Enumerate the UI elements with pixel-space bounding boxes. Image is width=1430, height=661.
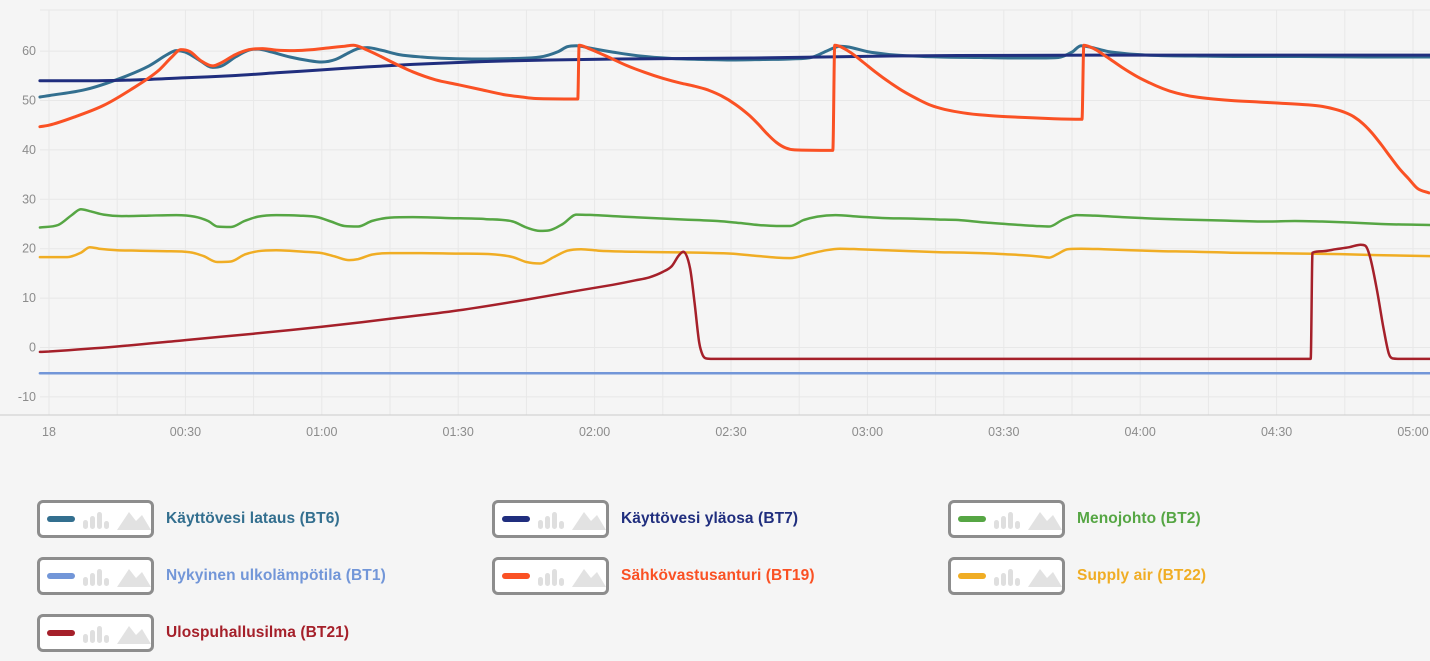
- line-style-icon: [958, 573, 986, 579]
- legend-item-bt21: Ulospuhallusilma (BT21): [37, 614, 492, 652]
- line-style-icon: [47, 516, 75, 522]
- temperature-chart: 60 50 40 30 20 10 0 -10 18 00:30 01:00 01:30 02:00 02…: [0, 0, 1430, 460]
- line-style-icon: [502, 573, 530, 579]
- series-toggle-button[interactable]: [492, 557, 609, 595]
- series-toggle-button[interactable]: [948, 557, 1065, 595]
- series-line-bt6: [38, 44, 1430, 99]
- series-label: Sähkövastusanturi (BT19): [621, 567, 815, 584]
- y-axis-tick-label: 0: [29, 341, 36, 355]
- series-line-bt19: [38, 43, 1430, 195]
- area-style-icon: [1028, 568, 1062, 587]
- chart-legend: Käyttövesi lataus (BT6) Käyttövesi yläos…: [0, 460, 1430, 652]
- series-label: Nykyinen ulkolämpötila (BT1): [166, 567, 386, 584]
- area-style-icon: [1028, 511, 1062, 530]
- x-axis-tick-label: 03:00: [852, 425, 883, 439]
- line-chart-canvas[interactable]: 60 50 40 30 20 10 0 -10 18 00:30 01:00 01:30 02:00 02…: [0, 0, 1430, 460]
- line-style-icon: [47, 630, 75, 636]
- y-axis-tick-label: 30: [22, 192, 36, 206]
- x-axis-tick-label: 00:30: [170, 425, 201, 439]
- legend-item-bt6: Käyttövesi lataus (BT6): [37, 500, 492, 538]
- x-axis-tick-label: 02:30: [715, 425, 746, 439]
- series-line-bt22: [38, 245, 1430, 265]
- series-label: Menojohto (BT2): [1077, 510, 1201, 527]
- y-axis-tick-label: 20: [22, 242, 36, 256]
- bar-style-icon: [83, 626, 109, 643]
- y-axis-tick-label: 10: [22, 291, 36, 305]
- y-axis-tick-label: 50: [22, 94, 36, 108]
- legend-item-bt19: Sähkövastusanturi (BT19): [492, 557, 948, 595]
- series-toggle-button[interactable]: [948, 500, 1065, 538]
- area-style-icon: [572, 568, 606, 587]
- line-style-icon: [47, 573, 75, 579]
- area-style-icon: [572, 511, 606, 530]
- bar-style-icon: [994, 569, 1020, 586]
- x-axis-tick-label: 05:00: [1397, 425, 1428, 439]
- line-style-icon: [958, 516, 986, 522]
- x-axis-tick-label: 18: [42, 425, 56, 439]
- bar-style-icon: [538, 512, 564, 529]
- series-line-bt21: [38, 243, 1430, 361]
- area-style-icon: [117, 625, 151, 644]
- series-label: Käyttövesi yläosa (BT7): [621, 510, 799, 527]
- y-axis-tick-label: -10: [18, 390, 36, 404]
- line-style-icon: [502, 516, 530, 522]
- bar-style-icon: [83, 569, 109, 586]
- series-line-bt2: [38, 207, 1430, 233]
- series-label: Käyttövesi lataus (BT6): [166, 510, 340, 527]
- x-axis-tick-label: 01:00: [306, 425, 337, 439]
- series-toggle-button[interactable]: [37, 500, 154, 538]
- x-axis-tick-label: 02:00: [579, 425, 610, 439]
- x-axis-tick-label: 04:00: [1125, 425, 1156, 439]
- series-toggle-button[interactable]: [492, 500, 609, 538]
- series-label: Ulospuhallusilma (BT21): [166, 624, 350, 641]
- x-axis-tick-label: 04:30: [1261, 425, 1292, 439]
- series-toggle-button[interactable]: [37, 614, 154, 652]
- x-axis-tick-label: 03:30: [988, 425, 1019, 439]
- legend-item-bt2: Menojohto (BT2): [948, 500, 1430, 538]
- series-line-bt7: [38, 53, 1430, 83]
- x-axis-tick-label: 01:30: [443, 425, 474, 439]
- bar-style-icon: [994, 512, 1020, 529]
- area-style-icon: [117, 511, 151, 530]
- y-axis-tick-label: 40: [22, 143, 36, 157]
- series-toggle-button[interactable]: [37, 557, 154, 595]
- legend-item-bt7: Käyttövesi yläosa (BT7): [492, 500, 948, 538]
- area-style-icon: [117, 568, 151, 587]
- y-axis-tick-label: 60: [22, 44, 36, 58]
- legend-item-bt22: Supply air (BT22): [948, 557, 1430, 595]
- bar-style-icon: [83, 512, 109, 529]
- bar-style-icon: [538, 569, 564, 586]
- legend-item-bt1: Nykyinen ulkolämpötila (BT1): [37, 557, 492, 595]
- series-label: Supply air (BT22): [1077, 567, 1207, 584]
